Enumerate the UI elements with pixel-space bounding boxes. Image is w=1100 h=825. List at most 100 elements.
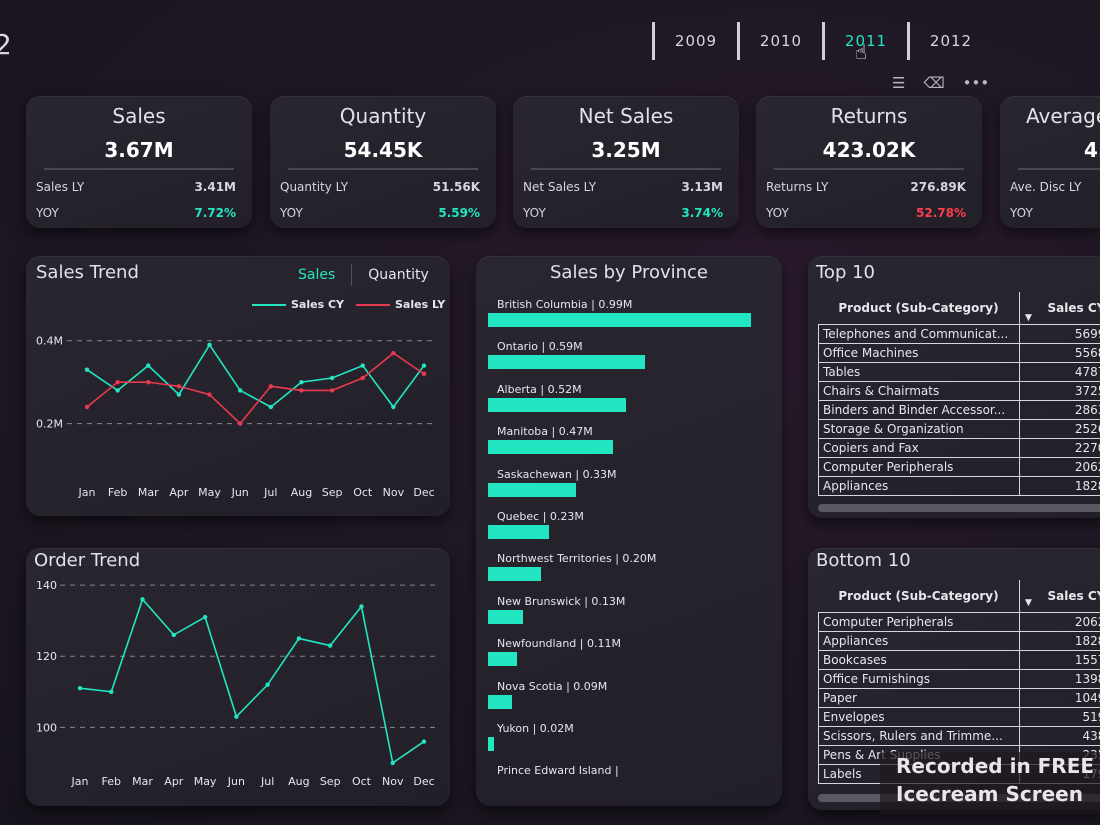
watermark-line-1: Recorded in FREE bbox=[896, 754, 1095, 778]
data-point[interactable] bbox=[421, 371, 427, 377]
table-row[interactable]: Paper10495 bbox=[818, 688, 1100, 708]
bar-northwest-territories[interactable] bbox=[488, 567, 542, 582]
data-point[interactable] bbox=[390, 760, 395, 766]
x-tick-label: May bbox=[194, 775, 217, 788]
sort-desc-icon[interactable]: ▼ bbox=[1025, 313, 1032, 323]
table-row[interactable]: Bookcases15577 bbox=[818, 650, 1100, 670]
product-cell: Bookcases bbox=[818, 650, 1020, 670]
data-point[interactable] bbox=[77, 686, 83, 691]
data-point[interactable] bbox=[268, 404, 274, 410]
sort-desc-icon[interactable]: ▼ bbox=[1025, 598, 1032, 608]
bar-label: Northwest Territories | 0.20M bbox=[497, 552, 657, 566]
top10-table: Product (Sub-Category) Sales CY Telephon… bbox=[818, 292, 1100, 496]
data-point[interactable] bbox=[360, 363, 365, 368]
data-point[interactable] bbox=[299, 379, 304, 385]
data-point[interactable] bbox=[268, 384, 274, 389]
data-point[interactable] bbox=[140, 597, 145, 602]
data-point[interactable] bbox=[421, 363, 427, 368]
y-tick-label: 0.2M bbox=[36, 418, 63, 431]
data-point[interactable] bbox=[234, 714, 239, 719]
y-tick-label: 120 bbox=[36, 650, 57, 663]
data-point[interactable] bbox=[265, 682, 270, 687]
table-row[interactable]: Computer Peripherals20624 bbox=[818, 612, 1100, 632]
data-point[interactable] bbox=[84, 367, 90, 372]
table-row[interactable]: Binders and Binder Accessor...28639 bbox=[818, 400, 1100, 420]
table-row[interactable]: Computer Peripherals20624 bbox=[818, 457, 1100, 477]
filter-icon[interactable]: ☰ bbox=[892, 74, 906, 92]
toggle-quantity-button[interactable]: Quantity bbox=[351, 264, 445, 286]
bar-quebec[interactable] bbox=[488, 525, 550, 539]
table-row[interactable]: Envelopes5197 bbox=[818, 707, 1100, 727]
bar-saskachewan[interactable] bbox=[488, 482, 576, 497]
column-header-sales[interactable]: Sales CY bbox=[1047, 301, 1100, 315]
data-point[interactable] bbox=[359, 604, 364, 609]
data-point[interactable] bbox=[391, 350, 396, 356]
data-point[interactable] bbox=[327, 643, 333, 648]
bar-nova-scotia[interactable] bbox=[488, 694, 512, 709]
kpi-ly-value: 3.41M bbox=[194, 180, 236, 194]
table-row[interactable]: Tables47878 bbox=[818, 362, 1100, 382]
data-point[interactable] bbox=[329, 388, 335, 393]
data-point[interactable] bbox=[391, 404, 396, 410]
table-row[interactable]: Office Furnishings13986 bbox=[818, 669, 1100, 689]
bar-ontario[interactable] bbox=[488, 355, 645, 370]
data-point[interactable] bbox=[109, 689, 114, 694]
data-point[interactable] bbox=[237, 421, 243, 426]
column-header-sales[interactable]: Sales CY bbox=[1047, 589, 1100, 603]
series-line-sales-ly[interactable] bbox=[86, 352, 425, 425]
kpi-ly-label: Sales LY bbox=[36, 180, 85, 194]
measure-toggle[interactable]: Sales Quantity bbox=[282, 264, 445, 286]
data-point[interactable] bbox=[421, 739, 427, 744]
bar-newfoundland[interactable] bbox=[488, 652, 518, 667]
data-point[interactable] bbox=[84, 404, 90, 410]
bar-new-brunswick[interactable] bbox=[488, 609, 523, 624]
data-point[interactable] bbox=[171, 632, 177, 638]
bar-alberta[interactable] bbox=[488, 397, 627, 412]
data-point[interactable] bbox=[329, 375, 335, 381]
sales-cell: 15577 bbox=[1018, 650, 1100, 670]
product-cell: Copiers and Fax bbox=[818, 438, 1020, 458]
x-tick-label: Mar bbox=[132, 775, 153, 788]
data-point[interactable] bbox=[115, 379, 120, 385]
column-header-product[interactable]: Product (Sub-Category) bbox=[818, 292, 1020, 325]
year-2012-button[interactable]: 2012 bbox=[907, 22, 992, 60]
table-row[interactable]: Appliances18288 bbox=[818, 476, 1100, 496]
toggle-sales-button[interactable]: Sales bbox=[298, 267, 336, 283]
data-point[interactable] bbox=[146, 379, 151, 385]
table-row[interactable]: Copiers and Fax22704 bbox=[818, 438, 1100, 458]
data-point[interactable] bbox=[176, 384, 182, 389]
bar-manitoba[interactable] bbox=[488, 440, 614, 455]
data-point[interactable] bbox=[146, 363, 151, 368]
top10-scrollbar[interactable] bbox=[818, 504, 1100, 512]
eraser-icon[interactable]: ⌫ bbox=[923, 74, 945, 92]
order-trend-chart: 140 120 100 Jan Feb Mar Apr May Jun Jul Aug Sep Oct N… bbox=[36, 579, 436, 788]
data-point[interactable] bbox=[299, 388, 304, 393]
column-header-product[interactable]: Product (Sub-Category) bbox=[818, 580, 1020, 613]
table-row[interactable]: Office Machines55687 bbox=[818, 343, 1100, 363]
year-2009-button[interactable]: 2009 bbox=[652, 22, 737, 60]
table-row[interactable]: Storage & Organization25265 bbox=[818, 419, 1100, 439]
bar-label: Newfoundland | 0.11M bbox=[497, 637, 621, 651]
bar-yukon[interactable] bbox=[488, 737, 494, 751]
year-2011-button[interactable]: 2011 bbox=[822, 22, 907, 60]
table-row[interactable]: Scissors, Rulers and Trimme...4386 bbox=[818, 726, 1100, 746]
year-slicer[interactable]: 2009 2010 2011 2012 bbox=[652, 22, 992, 60]
data-point[interactable] bbox=[176, 392, 182, 397]
sales-cell: 37252 bbox=[1018, 381, 1100, 401]
data-point[interactable] bbox=[115, 388, 120, 393]
data-point[interactable] bbox=[202, 614, 208, 620]
data-point[interactable] bbox=[207, 342, 212, 348]
data-point[interactable] bbox=[296, 636, 302, 641]
data-point[interactable] bbox=[237, 388, 243, 393]
table-row[interactable]: Appliances18288 bbox=[818, 631, 1100, 651]
more-options-icon[interactable]: ••• bbox=[962, 74, 990, 92]
data-point[interactable] bbox=[360, 375, 365, 381]
table-row[interactable]: Chairs & Chairmats37252 bbox=[818, 381, 1100, 401]
series-line-orders[interactable] bbox=[79, 597, 425, 765]
table-row[interactable]: Telephones and Communicat...56991 bbox=[818, 324, 1100, 344]
bar-british-columbia[interactable] bbox=[488, 313, 752, 327]
series-line-sales-cy[interactable] bbox=[86, 343, 425, 409]
year-2010-button[interactable]: 2010 bbox=[737, 22, 822, 60]
data-point[interactable] bbox=[207, 392, 212, 397]
sales-trend-chart: 0.4M 0.2M Jan Feb Mar Apr May Jun Jul Aug Sep Oct No… bbox=[36, 335, 436, 499]
